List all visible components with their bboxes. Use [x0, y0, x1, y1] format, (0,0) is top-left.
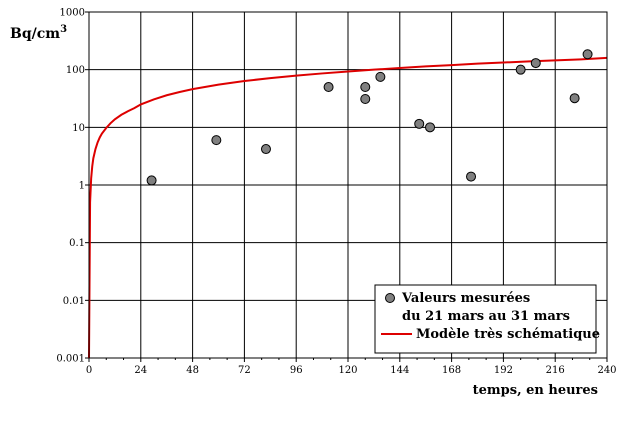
y-tick-label: 1 — [79, 181, 85, 192]
data-point — [582, 49, 593, 60]
legend-measured-line2: du 21 mars au 31 mars — [402, 309, 570, 324]
x-tick-label: 120 — [338, 365, 357, 376]
y-tick-label: 0.01 — [63, 296, 85, 307]
x-tick-label: 240 — [597, 365, 616, 376]
data-point — [146, 175, 157, 186]
x-tick-label: 216 — [546, 365, 565, 376]
x-tick-label: 96 — [290, 365, 303, 376]
y-tick-label: 100 — [66, 65, 85, 76]
y-tick-label: 0.001 — [56, 354, 85, 365]
legend-model-label: Modèle très schématique — [416, 327, 600, 342]
measured-points — [146, 49, 593, 186]
x-tick-label: 192 — [494, 365, 513, 376]
x-axis-label: temps, en heures — [473, 383, 598, 398]
legend-box — [374, 284, 597, 354]
y-tick-label: 10 — [72, 123, 85, 134]
model-curve — [88, 56, 608, 359]
legend: Valeurs mesurées du 21 mars au 31 mars M… — [374, 284, 600, 354]
y-tick-label: 1000 — [60, 8, 85, 19]
data-point — [360, 82, 371, 93]
data-point — [425, 122, 436, 133]
legend-measured-line1: Valeurs mesurées — [401, 291, 530, 306]
data-point — [260, 144, 271, 155]
data-point — [211, 135, 222, 146]
plot-frame — [88, 11, 608, 359]
y-tick-label: 0.1 — [69, 238, 85, 249]
chart-ticks: 0 24 48 72 96 120 144 168 192 216 240 0.001 0.01 0.1 1… — [56, 8, 616, 377]
x-tick-label: 24 — [134, 365, 147, 376]
model-curve-layer — [88, 56, 608, 359]
data-point — [375, 71, 386, 82]
y-axis-label: Bq/cm3 — [10, 24, 67, 42]
y-axis-label-exponent: 3 — [60, 24, 67, 35]
data-point — [323, 82, 334, 93]
x-tick-label: 48 — [186, 365, 199, 376]
y-axis-label-main: Bq/cm — [10, 26, 60, 42]
data-point — [530, 58, 541, 69]
data-point — [466, 171, 477, 182]
data-point — [569, 93, 580, 104]
data-point — [360, 93, 371, 104]
legend-point-marker — [385, 293, 395, 303]
x-tick-label: 168 — [442, 365, 461, 376]
x-tick-label: 144 — [390, 365, 409, 376]
x-tick-label: 0 — [86, 365, 92, 376]
x-tick-label: 72 — [238, 365, 251, 376]
data-point — [414, 118, 425, 129]
data-point — [515, 64, 526, 75]
